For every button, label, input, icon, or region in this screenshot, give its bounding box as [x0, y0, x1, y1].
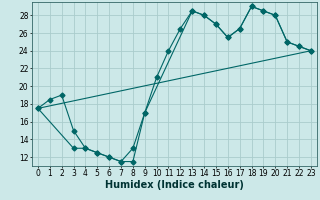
X-axis label: Humidex (Indice chaleur): Humidex (Indice chaleur)	[105, 180, 244, 190]
